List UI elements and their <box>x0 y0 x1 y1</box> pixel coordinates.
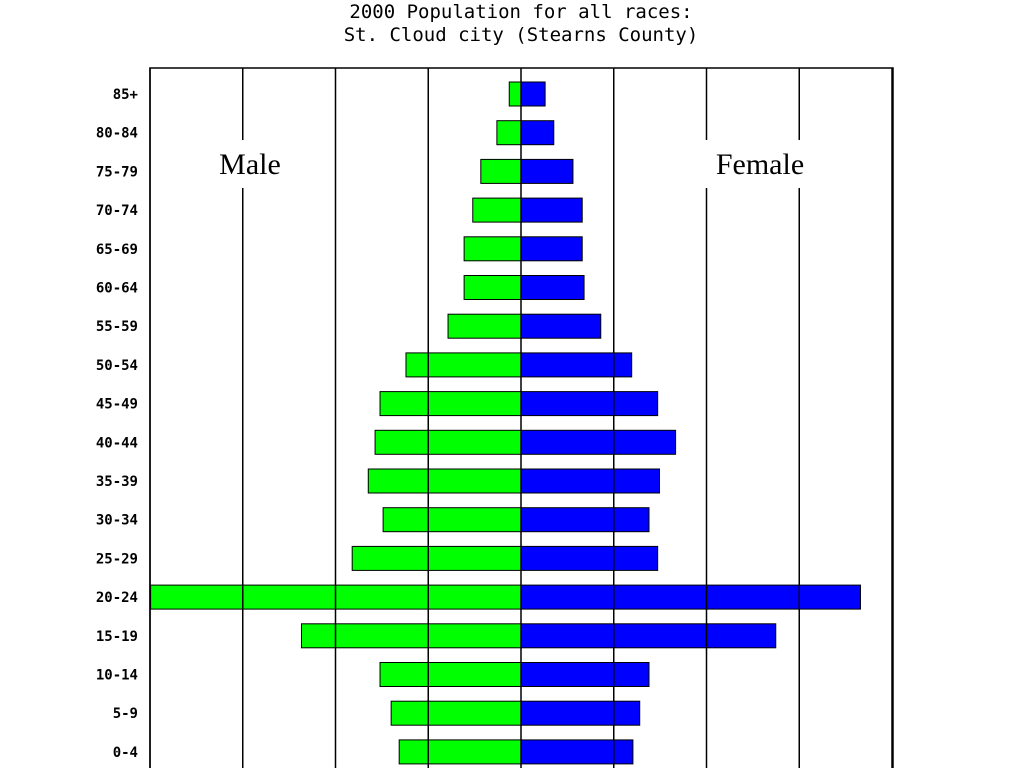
bar <box>520 158 574 184</box>
bar <box>367 468 522 494</box>
bar <box>520 81 546 107</box>
bar <box>398 739 522 765</box>
y-tick-label: 85+ <box>113 87 138 103</box>
bar <box>447 313 522 339</box>
bar <box>520 197 583 223</box>
y-tick-label: 75-79 <box>96 164 138 180</box>
bar <box>520 120 555 146</box>
legend-background <box>210 140 290 188</box>
bar <box>405 352 522 378</box>
bar <box>463 275 522 300</box>
bar <box>508 81 522 107</box>
bar <box>520 313 602 339</box>
bar <box>520 236 583 262</box>
y-tick-label: 45-49 <box>96 397 138 413</box>
y-tick-label: 20-24 <box>96 590 138 606</box>
bar <box>520 739 634 765</box>
y-tick-label: 5-9 <box>113 706 138 722</box>
bar <box>520 584 861 610</box>
bar <box>390 700 522 726</box>
bar <box>374 429 522 455</box>
y-tick-label: 70-74 <box>96 203 138 219</box>
y-tick-label: 25-29 <box>96 551 138 567</box>
y-tick-label: 50-54 <box>96 358 138 374</box>
bar <box>520 352 633 378</box>
legend-label: Male <box>219 148 281 181</box>
bar <box>480 158 522 184</box>
y-tick-label: 35-39 <box>96 474 138 490</box>
legend-label: Female <box>716 148 804 181</box>
bar <box>463 236 522 262</box>
y-tick-label: 55-59 <box>96 319 138 335</box>
y-tick-label: 0-4 <box>113 745 138 761</box>
legend-background <box>705 140 815 188</box>
bar <box>520 429 677 455</box>
chart-title: 2000 Population for all races: <box>349 1 692 23</box>
bar <box>520 275 585 300</box>
bar <box>520 545 659 571</box>
bar <box>382 507 522 533</box>
bar <box>520 507 650 533</box>
bar <box>520 391 659 417</box>
y-tick-label: 10-14 <box>96 668 138 684</box>
y-tick-label: 60-64 <box>96 281 138 297</box>
bar <box>520 468 661 494</box>
y-tick-label: 80-84 <box>96 126 138 142</box>
y-tick-label: 40-44 <box>96 435 138 451</box>
y-tick-label: 15-19 <box>96 629 138 645</box>
bar <box>520 623 777 649</box>
bar <box>351 545 522 571</box>
bar <box>379 391 522 417</box>
y-tick-label: 65-69 <box>96 242 138 258</box>
bar <box>520 662 650 687</box>
chart-subtitle: St. Cloud city (Stearns County) <box>344 24 699 46</box>
bar <box>379 662 522 687</box>
bar <box>472 197 522 223</box>
bar <box>520 700 641 726</box>
y-tick-label: 30-34 <box>96 513 138 529</box>
bar <box>496 120 522 146</box>
bar <box>300 623 522 649</box>
